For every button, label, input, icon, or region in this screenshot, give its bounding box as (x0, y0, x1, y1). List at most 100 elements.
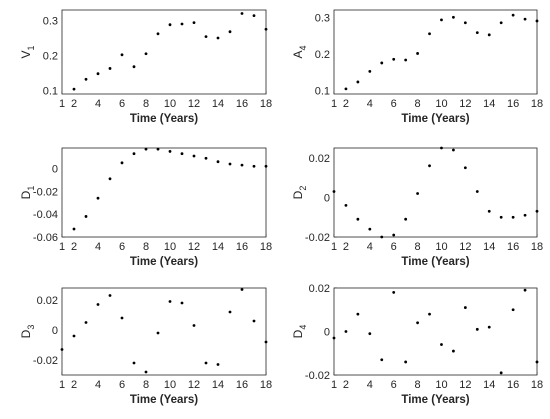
y-axis-label-subscript: 1 (26, 45, 36, 50)
data-point (132, 361, 136, 365)
data-point (404, 217, 408, 221)
data-point (392, 290, 396, 294)
data-point (228, 310, 232, 314)
data-point (120, 53, 124, 57)
data-point (72, 87, 76, 91)
x-tick-label: 4 (367, 241, 373, 253)
x-tick-label: 2 (343, 379, 349, 391)
data-point (392, 233, 396, 237)
y-tick-label: 0.2 (43, 51, 58, 63)
x-tick-label: 12 (188, 241, 200, 253)
data-point (156, 331, 160, 335)
y-tick-label: 0.02 (309, 153, 330, 165)
x-tick-label: 2 (343, 241, 349, 253)
x-tick-label: 12 (459, 241, 471, 253)
y-axis-label-subscript: 3 (26, 325, 36, 330)
data-point (392, 57, 396, 61)
data-point (499, 215, 503, 219)
data-point (84, 77, 88, 81)
data-point (452, 349, 455, 353)
x-tick-label: 4 (367, 379, 373, 391)
y-tick-label: 0.1 (43, 86, 58, 98)
data-point (440, 343, 443, 346)
y-tick-label: 0.3 (315, 12, 330, 24)
y-axis-label-main: D (19, 329, 33, 338)
x-tick-label: 1 (59, 98, 65, 110)
x-tick-label: 4 (95, 241, 101, 253)
y-tick-label: -0.02 (33, 355, 58, 367)
x-tick-label: 12 (188, 379, 200, 391)
data-point (535, 209, 539, 213)
data-point (96, 72, 100, 76)
x-axis-label: Time (Years) (401, 256, 469, 268)
x-tick-label: 18 (531, 98, 543, 110)
data-point (463, 166, 467, 170)
x-tick-label: 14 (212, 241, 224, 253)
data-point (240, 288, 244, 291)
x-tick-label: 2 (71, 241, 77, 253)
data-point (475, 190, 479, 193)
data-point (452, 148, 455, 152)
x-tick-label: 16 (236, 379, 248, 391)
x-tick-label: 6 (119, 98, 125, 110)
data-series (72, 147, 268, 231)
x-tick-label: 14 (483, 98, 495, 110)
y-tick-label: -0.02 (305, 232, 330, 244)
x-tick-label: 6 (391, 379, 397, 391)
data-point (440, 146, 443, 150)
y-tick-label: 0 (52, 164, 58, 176)
data-point (511, 308, 515, 312)
data-point (216, 160, 220, 164)
data-series (332, 146, 539, 239)
data-point (428, 32, 431, 36)
x-tick-label: 8 (415, 98, 421, 110)
data-point (344, 203, 348, 207)
data-point (108, 294, 112, 297)
x-tick-label: 10 (435, 98, 447, 110)
data-point (168, 150, 172, 153)
data-point (511, 215, 515, 219)
data-point (240, 163, 244, 167)
x-tick-label: 2 (71, 98, 77, 110)
data-point (487, 325, 491, 329)
x-tick-label: 18 (260, 98, 272, 110)
data-point (404, 360, 408, 364)
data-point (463, 21, 467, 25)
data-point (216, 363, 220, 366)
data-point (156, 147, 160, 151)
x-tick-label: 12 (459, 379, 471, 391)
data-point (380, 358, 384, 362)
y-axis-label: D2 (291, 186, 308, 200)
y-axis-label-main: D (19, 190, 33, 199)
x-tick-label: 6 (119, 241, 125, 253)
data-point (120, 316, 124, 320)
x-tick-label: 6 (119, 379, 125, 391)
data-point (332, 336, 336, 340)
x-axis-label: Time (Years) (130, 113, 198, 125)
x-axis-label: Time (Years) (401, 394, 469, 406)
data-point (452, 15, 455, 19)
data-point (416, 321, 419, 325)
x-tick-label: 12 (459, 98, 471, 110)
data-point (264, 164, 268, 168)
y-tick-label: 0.1 (315, 85, 330, 97)
x-tick-label: 10 (164, 379, 176, 391)
subplot-5: 1 2 4 6 8 10 12 14 16 18 -0.02 0 0.02 Time (Years) D3 (19, 287, 272, 406)
x-tick-label: 14 (212, 98, 224, 110)
axes-frame (61, 147, 267, 238)
y-axis-label: D1 (19, 186, 36, 200)
y-axis-label-subscript: 2 (298, 186, 308, 191)
data-point (523, 17, 527, 21)
y-axis-label-main: D (291, 190, 305, 199)
data-point (168, 23, 172, 27)
data-point (368, 69, 372, 73)
x-tick-label: 4 (95, 98, 101, 110)
data-point (192, 324, 196, 327)
data-point (356, 80, 360, 84)
data-point (416, 52, 419, 55)
x-tick-label: 14 (212, 379, 224, 391)
data-point (84, 215, 88, 218)
